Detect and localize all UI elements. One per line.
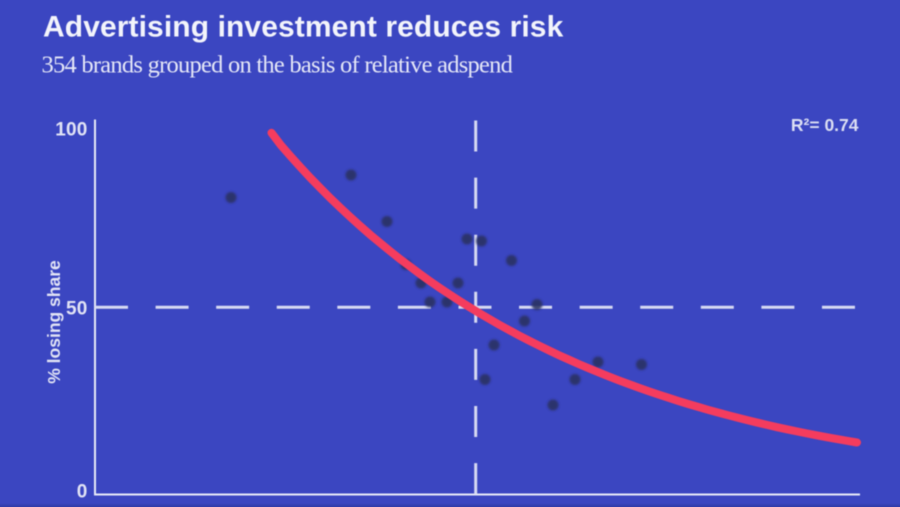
svg-text:% losing share: % losing share	[44, 260, 64, 384]
svg-text:50: 50	[66, 299, 88, 320]
svg-text:354 brands grouped on the basi: 354 brands grouped on the basis of relat…	[42, 52, 513, 79]
svg-text:100: 100	[55, 120, 87, 141]
svg-text:R²= 0.74: R²= 0.74	[791, 115, 859, 135]
svg-text:Advertising investment reduces: Advertising investment reduces risk	[43, 11, 564, 44]
svg-text:0: 0	[77, 481, 88, 502]
